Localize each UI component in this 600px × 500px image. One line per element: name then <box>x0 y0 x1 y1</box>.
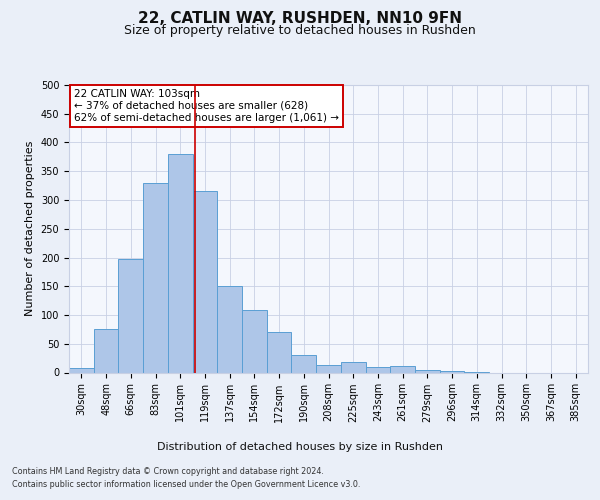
Bar <box>193 192 217 372</box>
Text: 22 CATLIN WAY: 103sqm
← 37% of detached houses are smaller (628)
62% of semi-det: 22 CATLIN WAY: 103sqm ← 37% of detached … <box>74 90 339 122</box>
Bar <box>365 367 390 372</box>
Y-axis label: Number of detached properties: Number of detached properties <box>25 141 35 316</box>
Bar <box>118 259 143 372</box>
Text: Distribution of detached houses by size in Rushden: Distribution of detached houses by size … <box>157 442 443 452</box>
Bar <box>143 182 168 372</box>
Text: Contains HM Land Registry data © Crown copyright and database right 2024.: Contains HM Land Registry data © Crown c… <box>12 468 324 476</box>
Text: 22, CATLIN WAY, RUSHDEN, NN10 9FN: 22, CATLIN WAY, RUSHDEN, NN10 9FN <box>138 11 462 26</box>
Bar <box>390 366 415 372</box>
Bar <box>69 368 94 372</box>
Bar <box>292 355 316 372</box>
Bar <box>242 310 267 372</box>
Text: Size of property relative to detached houses in Rushden: Size of property relative to detached ho… <box>124 24 476 37</box>
Bar <box>316 365 341 372</box>
Bar <box>217 286 242 372</box>
Bar <box>415 370 440 372</box>
Bar <box>341 362 365 372</box>
Bar <box>94 330 118 372</box>
Text: Contains public sector information licensed under the Open Government Licence v3: Contains public sector information licen… <box>12 480 361 489</box>
Bar <box>267 332 292 372</box>
Bar <box>168 154 193 372</box>
